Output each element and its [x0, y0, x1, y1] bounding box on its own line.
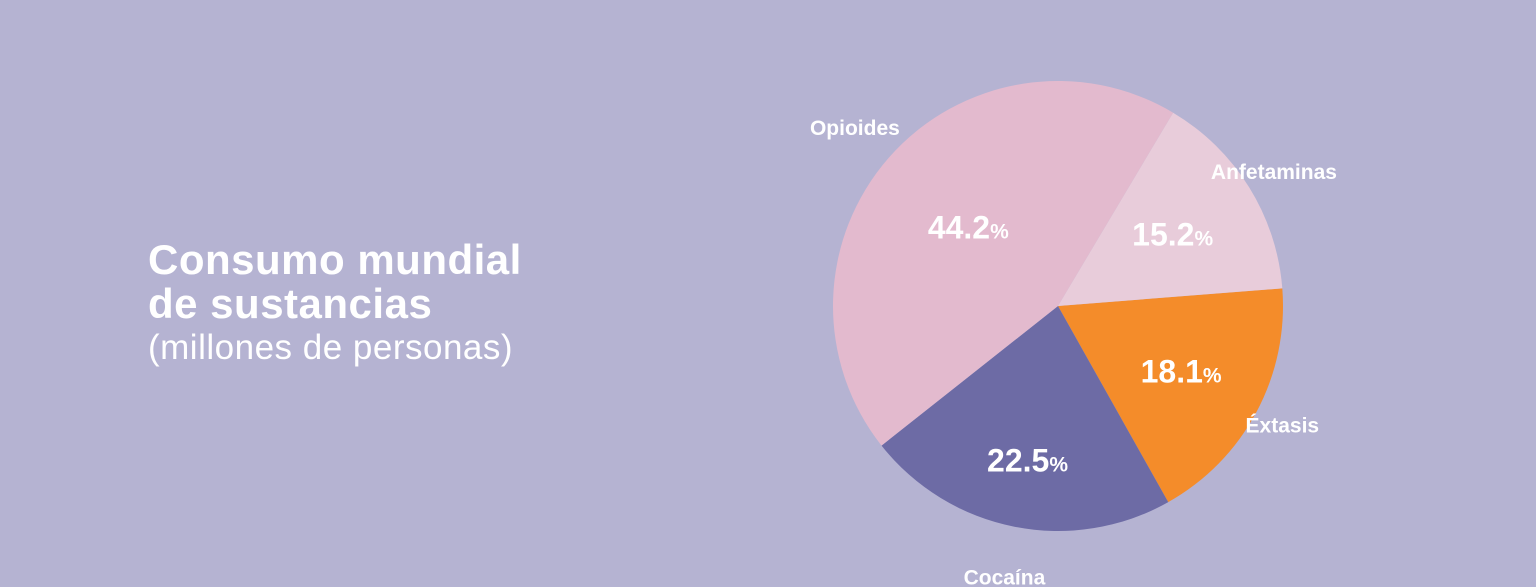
chart-subtitle: (millones de personas) — [148, 328, 514, 367]
pie-slice-0 — [1058, 288, 1283, 503]
pie-slice-1 — [881, 306, 1169, 531]
slice-percent-label: 44.2% — [928, 209, 1009, 245]
slice-name-label: Opioides — [810, 117, 900, 140]
pie-slice-2 — [833, 80, 1174, 446]
chart-title-line-2: de sustancias — [148, 280, 433, 327]
slice-name-label: Éxtasis — [1246, 415, 1320, 438]
slice-percent-label: 15.2% — [1132, 217, 1213, 253]
slice-name-label: Anfetaminas — [1211, 161, 1337, 184]
pie-slice-3 — [1058, 112, 1283, 306]
slice-percent-label: 22.5% — [987, 443, 1068, 479]
slice-name-label: Cocaína — [964, 567, 1046, 587]
chart-title-block: Consumo mundial de sustancias (millones … — [148, 238, 522, 370]
chart-title-line-1: Consumo mundial — [148, 236, 522, 283]
slice-percent-label: 18.1% — [1141, 354, 1222, 390]
